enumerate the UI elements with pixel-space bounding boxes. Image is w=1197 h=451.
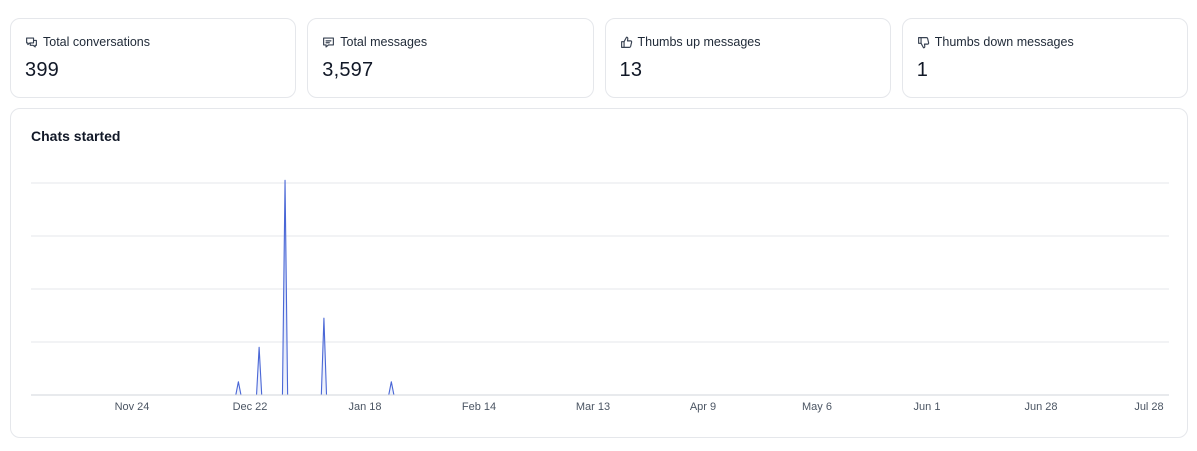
x-tick-label: Mar 13 [576,401,610,413]
thumbs-up-icon [620,36,633,49]
stat-card-total-messages: Total messages 3,597 [307,18,594,98]
chats-started-chart: Nov 24 Dec 22 Jan 18 Feb 14 Mar 13 Apr 9 May 6… [31,179,1169,413]
chart-title: Chats started [31,128,121,144]
x-tick-label: Jan 18 [348,401,381,413]
stat-value: 1 [916,59,929,81]
stat-value: 13 [619,59,643,81]
stats-row: Total conversations 399 Total messages 3… [10,18,1188,98]
thumbs-down-icon [917,36,930,49]
chat-bubbles-icon [25,36,38,49]
chats-started-panel: Chats started Nov 24 Dec 22 Jan 18 Feb 14 Ma… [10,108,1188,438]
stat-card-thumbs-up: Thumbs up messages 13 [604,18,891,98]
x-tick-label: May 6 [802,401,832,413]
x-tick-label: Jul 28 [1134,401,1163,413]
x-tick-label: Feb 14 [462,401,496,413]
stat-card-thumbs-down: Thumbs down messages 1 [901,18,1188,98]
x-tick-label: Jun 28 [1024,401,1057,413]
stat-value: 399 [25,59,59,81]
stat-label: Total messages [340,35,428,49]
message-icon [322,36,335,49]
series-area [31,180,1169,395]
stat-label: Thumbs up messages [637,35,761,49]
stat-label: Thumbs down messages [934,35,1074,49]
x-tick-label: Dec 22 [233,401,268,413]
x-tick-label: Apr 9 [690,401,716,413]
stat-card-total-conversations: Total conversations 399 [10,18,297,98]
x-tick-label: Nov 24 [115,401,150,413]
stat-value: 3,597 [322,59,374,81]
x-tick-label: Jun 1 [914,401,941,413]
series-line [31,179,1169,396]
stat-label: Total conversations [43,35,151,49]
